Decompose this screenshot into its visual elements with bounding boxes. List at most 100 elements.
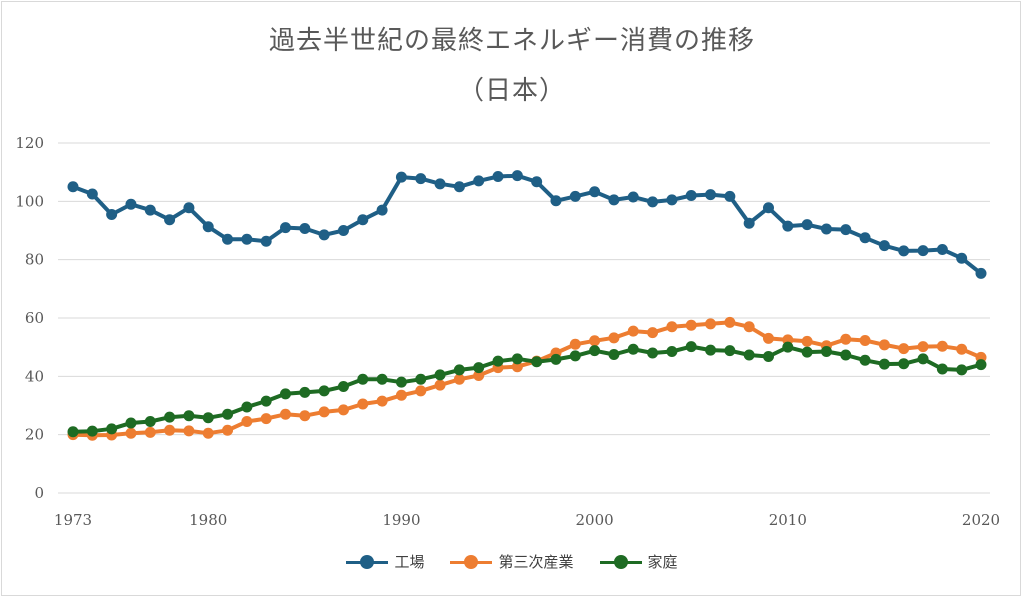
data-point <box>260 413 272 425</box>
data-point <box>473 362 485 374</box>
data-point <box>820 223 832 235</box>
data-point <box>299 222 311 234</box>
data-point <box>241 416 253 428</box>
data-point <box>569 190 581 202</box>
data-point <box>569 338 581 350</box>
y-tick-label: 20 <box>25 426 44 444</box>
data-point <box>511 353 523 365</box>
data-point <box>782 220 794 232</box>
legend-item: 工場 <box>346 551 424 572</box>
data-point <box>453 373 465 385</box>
data-point <box>473 369 485 381</box>
data-point <box>86 188 98 200</box>
data-point <box>357 214 369 226</box>
chart-subtitle: （日本） <box>457 76 566 106</box>
data-point <box>357 398 369 410</box>
y-tick-label: 100 <box>15 192 44 210</box>
data-point <box>299 386 311 398</box>
data-point <box>782 341 794 353</box>
data-point <box>241 401 253 413</box>
data-point <box>550 353 562 365</box>
y-tick-label: 120 <box>15 134 44 152</box>
legend-swatch <box>599 554 642 569</box>
data-point <box>685 190 697 201</box>
legend-item: 第三次産業 <box>450 551 574 572</box>
data-point <box>627 343 639 355</box>
data-point <box>415 173 427 185</box>
data-point <box>67 181 79 193</box>
data-point <box>647 196 659 208</box>
chart-title: 過去半世紀の最終エネルギー消費の推移 <box>268 26 755 56</box>
data-point <box>376 373 388 385</box>
data-point <box>164 411 176 423</box>
data-point <box>724 316 736 328</box>
data-point <box>511 170 523 182</box>
data-point <box>260 235 272 247</box>
data-point <box>589 345 601 357</box>
data-point <box>241 233 253 245</box>
data-point <box>106 208 118 220</box>
data-point <box>608 194 620 206</box>
data-point <box>762 202 774 214</box>
data-point <box>647 347 659 359</box>
data-point <box>202 427 214 439</box>
data-point <box>743 321 755 333</box>
data-point <box>164 424 176 436</box>
data-point <box>975 359 987 371</box>
data-point <box>647 327 659 339</box>
data-point <box>318 229 330 241</box>
legend-label: 家庭 <box>647 553 678 571</box>
x-tick-label: 2000 <box>576 511 614 529</box>
data-point <box>125 417 137 429</box>
data-point <box>666 321 678 333</box>
data-point <box>531 176 543 188</box>
data-point <box>222 408 234 420</box>
data-point <box>125 198 137 210</box>
data-point <box>106 423 118 435</box>
y-tick-label: 60 <box>25 309 44 327</box>
y-tick-label: 80 <box>25 251 44 269</box>
data-point <box>917 341 929 353</box>
data-point <box>743 349 755 361</box>
data-point <box>898 358 910 370</box>
data-point <box>86 425 98 437</box>
legend-label: 工場 <box>394 553 425 571</box>
data-point <box>337 225 349 236</box>
data-point <box>878 339 890 351</box>
data-point <box>144 204 156 216</box>
data-point <box>550 195 562 207</box>
chart-legend: 工場 第三次産業 家庭 <box>0 551 1024 572</box>
data-point <box>492 355 504 367</box>
data-point <box>589 335 601 347</box>
data-point <box>434 178 446 190</box>
data-point <box>395 376 407 388</box>
data-point <box>395 389 407 401</box>
data-point <box>975 267 987 279</box>
data-point <box>337 381 349 393</box>
data-point <box>859 232 871 244</box>
data-point <box>705 189 717 201</box>
data-point <box>453 364 465 376</box>
data-point <box>936 340 948 352</box>
data-point <box>280 222 292 234</box>
data-point <box>801 219 813 231</box>
data-point <box>762 351 774 362</box>
data-point <box>222 424 234 436</box>
data-point <box>492 171 504 183</box>
data-point <box>956 343 968 355</box>
data-point <box>956 364 968 376</box>
data-point <box>164 214 176 226</box>
data-point <box>144 416 156 428</box>
data-point <box>144 426 156 438</box>
x-tick-label: 1990 <box>382 511 420 529</box>
data-point <box>376 204 388 216</box>
data-point <box>801 335 813 347</box>
data-point <box>743 217 755 229</box>
data-point <box>666 346 678 358</box>
data-point <box>685 341 697 353</box>
data-point <box>511 361 523 373</box>
data-point <box>415 373 427 385</box>
data-point <box>840 224 852 236</box>
data-point <box>898 343 910 355</box>
